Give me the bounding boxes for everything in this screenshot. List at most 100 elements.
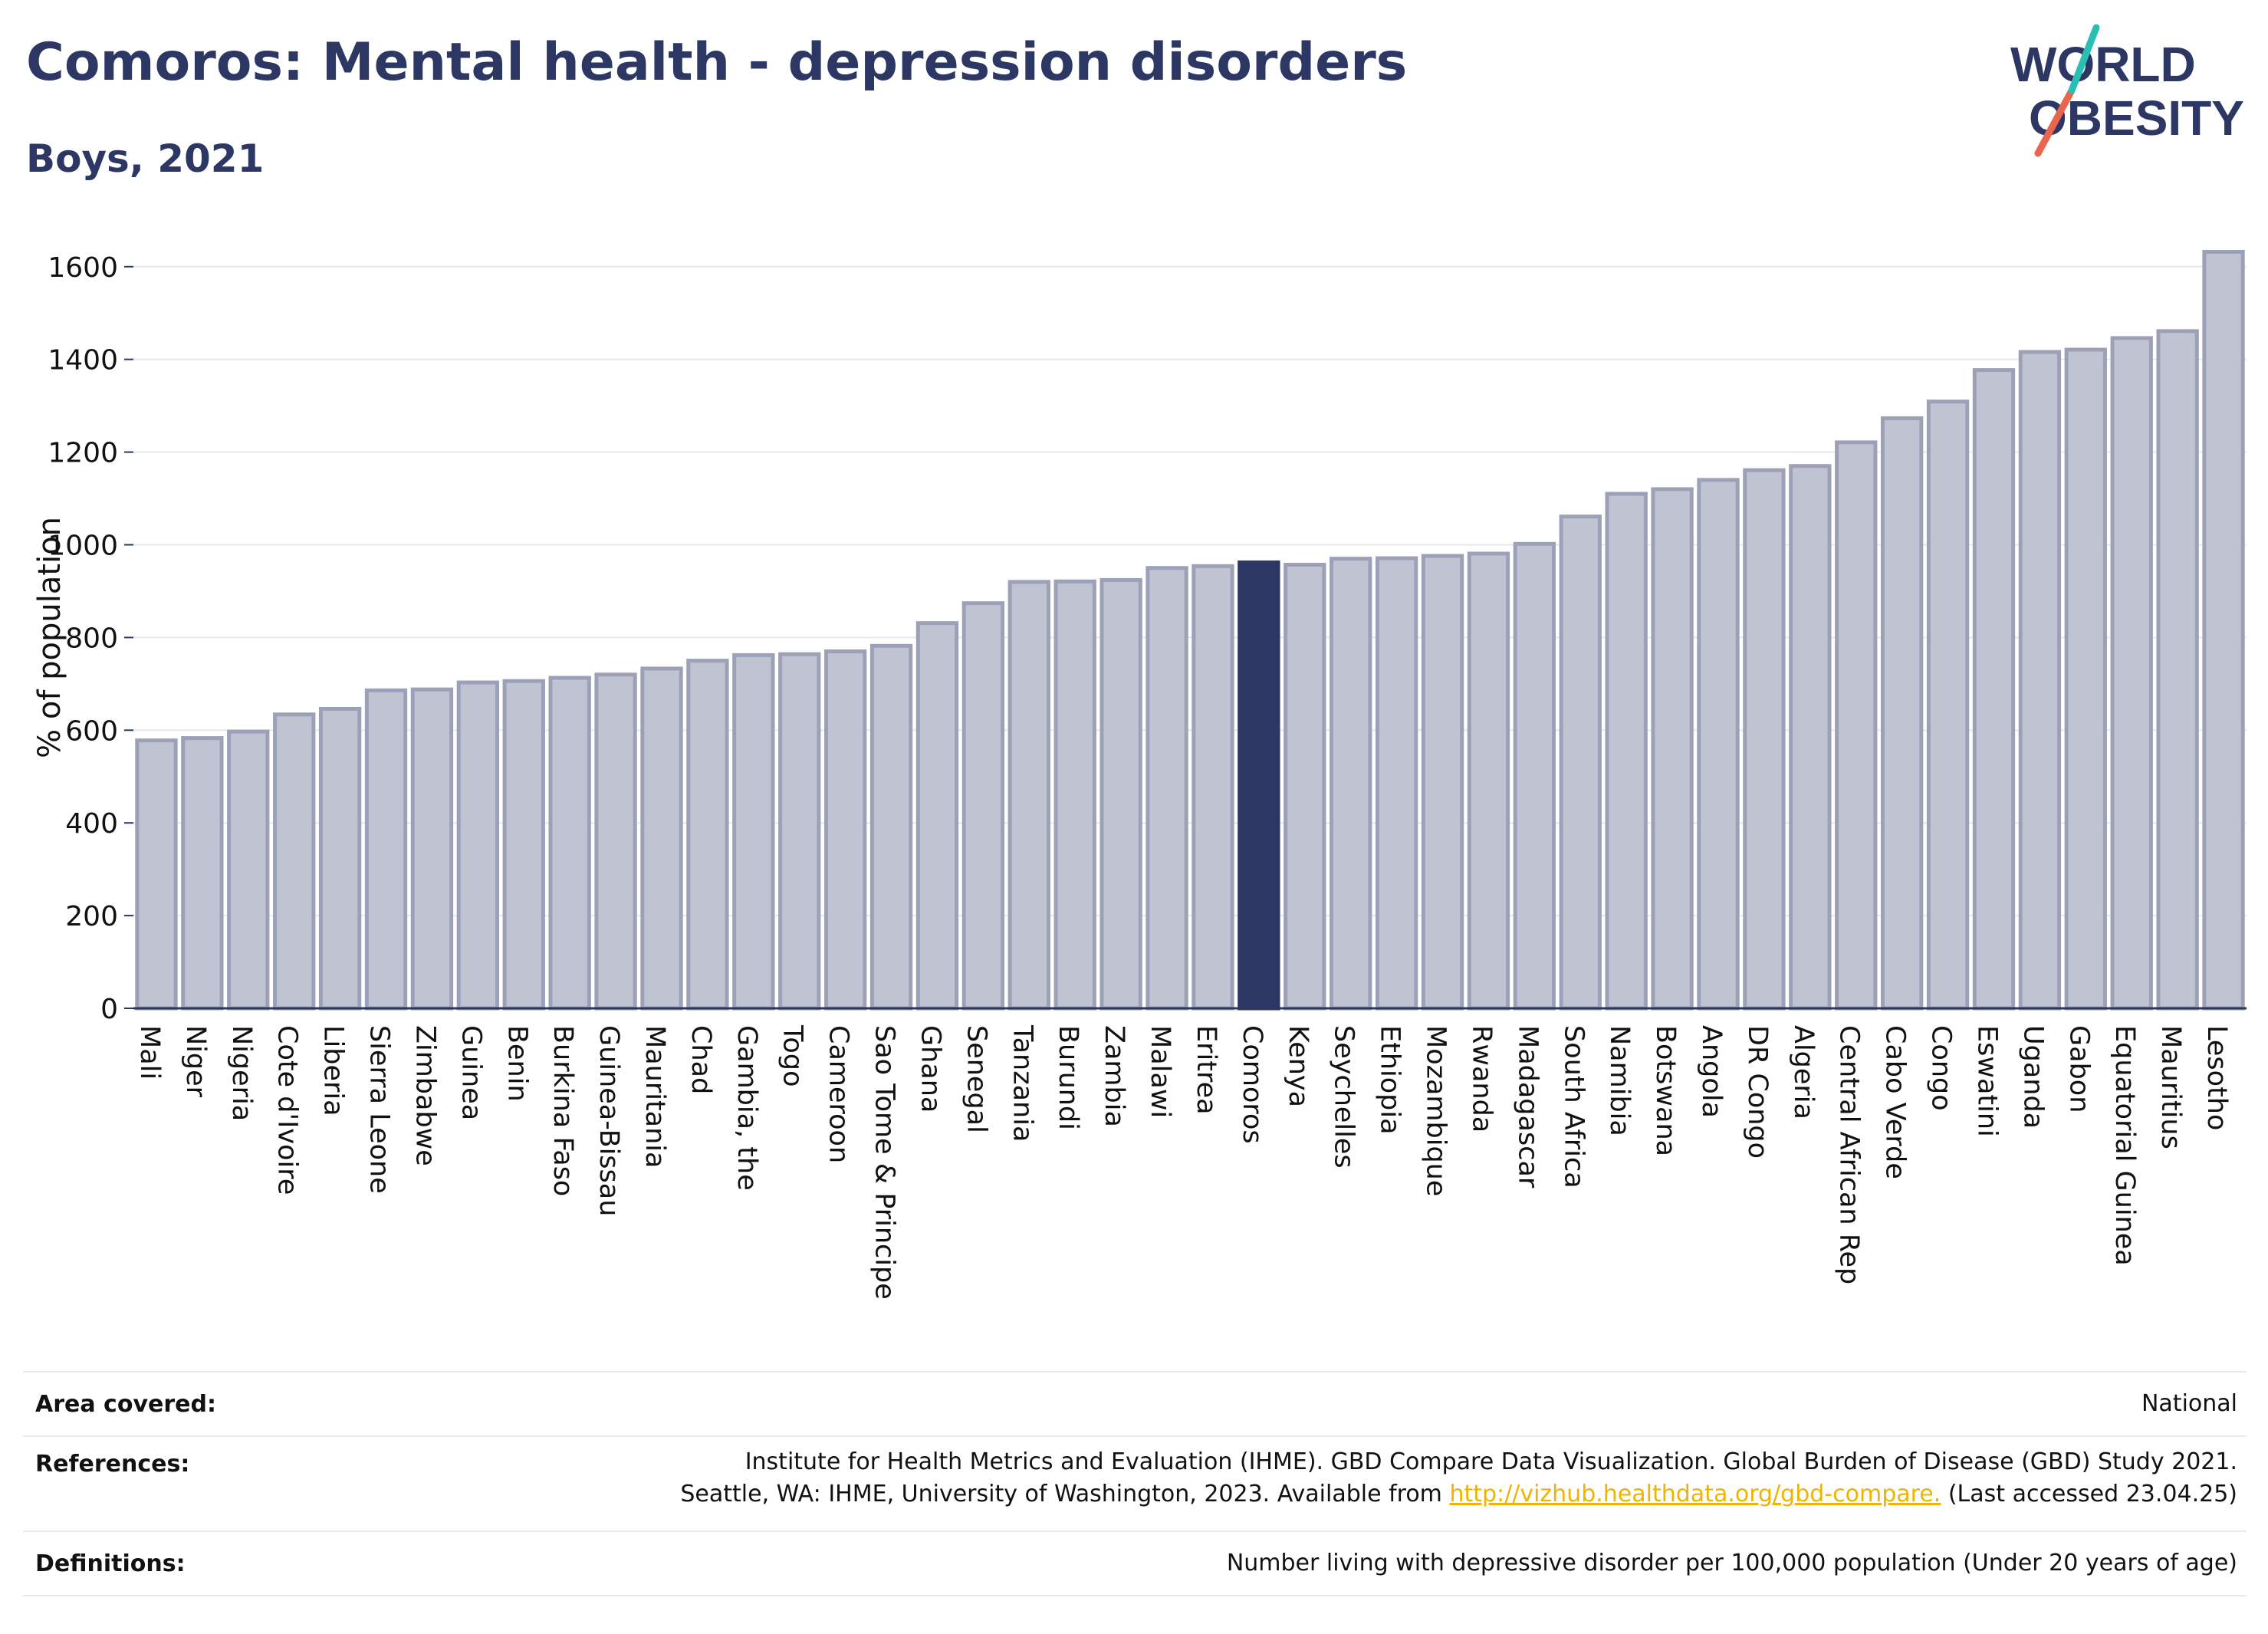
bar-seychelles — [1330, 557, 1372, 1011]
area-value: National — [2141, 1390, 2237, 1417]
x-tick-label: Tanzania — [1007, 1024, 1037, 1142]
x-tick-label: Mauritius — [2155, 1025, 2186, 1149]
bar-south-africa — [1559, 515, 1602, 1011]
x-tick-label: Ethiopia — [1375, 1025, 1405, 1135]
x-tick-label: Congo — [1926, 1025, 1957, 1111]
bar-gambia-the — [732, 653, 775, 1011]
x-tick-label: Eritrea — [1191, 1025, 1221, 1115]
bar-burkina-faso — [548, 676, 591, 1011]
x-tick-label: Malawi — [1145, 1025, 1175, 1118]
x-tick-label: Gabon — [2063, 1025, 2094, 1113]
logo-slash-teal — [2068, 24, 2100, 94]
x-tick-label: Cote d'Ivoire — [272, 1025, 303, 1195]
x-tick-label: Equatorial Guinea — [2109, 1025, 2140, 1266]
x-tick-label: Benin — [501, 1025, 532, 1102]
bar-ghana — [915, 621, 959, 1011]
bar-equatorial-guinea — [2110, 336, 2153, 1011]
footer-row-definitions: Definitions: Number living with depressi… — [23, 1530, 2247, 1596]
bar-uganda — [2018, 350, 2062, 1011]
world-obesity-logo: WORLD OBESITY — [2010, 24, 2244, 157]
references-value: Institute for Health Metrics and Evaluat… — [680, 1446, 2237, 1511]
bar-madagascar — [1513, 541, 1556, 1011]
bar-comoros — [1238, 560, 1280, 1011]
x-tick-label: Mali — [134, 1025, 165, 1080]
bar-chart: 0 200 400 600 800 1000 1200 1400 1600 Mali Niger N… — [32, 249, 2247, 1300]
x-tick-label: Guinea-Bissau — [593, 1025, 624, 1216]
y-tick-label: 200 — [65, 901, 118, 932]
x-tick-label: Lesotho — [2201, 1025, 2232, 1130]
references-line2: Seattle, WA: IHME, University of Washing… — [680, 1478, 2237, 1511]
footer-table: Area covered: National References: Insti… — [23, 1371, 2247, 1596]
bar-central-african-rep — [1835, 440, 1878, 1011]
bar-rwanda — [1467, 551, 1510, 1011]
bar-burundi — [1053, 579, 1096, 1011]
x-tick-label: Mauritania — [639, 1025, 670, 1168]
y-tick-label: 800 — [65, 623, 118, 654]
x-tick-label: Eswatini — [1971, 1025, 2002, 1137]
bar-congo — [1926, 399, 1970, 1011]
definitions-value: Number living with depressive disorder p… — [1226, 1550, 2237, 1576]
y-tick-label: 1200 — [48, 438, 118, 469]
bar-gabon — [2064, 347, 2107, 1011]
x-tick-label: Kenya — [1283, 1025, 1313, 1107]
bar-nigeria — [227, 729, 270, 1011]
x-tick-label: Uganda — [2017, 1025, 2048, 1129]
bar-senegal — [961, 601, 1005, 1011]
bar-zimbabwe — [410, 687, 454, 1011]
x-tick-label: Burkina Faso — [547, 1025, 578, 1196]
page-subtitle: Boys, 2021 — [26, 136, 265, 181]
bar-algeria — [1789, 464, 1832, 1011]
x-tick-label: Seychelles — [1329, 1025, 1359, 1169]
x-tick-label: Zimbabwe — [409, 1025, 440, 1166]
x-tick-label: Zambia — [1099, 1025, 1129, 1127]
y-tick-label: 1000 — [48, 531, 118, 562]
bar-niger — [181, 736, 224, 1011]
bar-sierra-leone — [364, 688, 408, 1011]
bar-angola — [1697, 478, 1740, 1011]
x-tick-label: Nigeria — [226, 1025, 257, 1121]
y-tick-label: 400 — [65, 808, 118, 840]
definitions-label: Definitions: — [35, 1550, 186, 1577]
x-tick-label: Sierra Leone — [364, 1025, 395, 1194]
x-tick-label: Burundi — [1053, 1025, 1083, 1130]
footer-row-area: Area covered: National — [23, 1371, 2247, 1435]
x-tick-label: Botswana — [1650, 1025, 1681, 1156]
x-tick-label: Chad — [685, 1025, 716, 1094]
bars — [135, 249, 2245, 1011]
bar-botswana — [1651, 487, 1694, 1011]
x-tick-label: Guinea — [455, 1025, 486, 1120]
logo-line1: WORLD — [2010, 37, 2196, 92]
x-tick-label: DR Congo — [1742, 1025, 1773, 1159]
x-tick-label: Senegal — [961, 1025, 991, 1133]
bar-eswatini — [1972, 368, 2016, 1011]
x-tick-label: Namibia — [1604, 1025, 1635, 1136]
bar-zambia — [1099, 577, 1142, 1011]
bar-chad — [686, 659, 729, 1011]
references-label: References: — [35, 1451, 190, 1478]
references-line1: Institute for Health Metrics and Evaluat… — [744, 1448, 2237, 1475]
x-tick-label: Gambia, the — [731, 1025, 762, 1191]
bar-mauritania — [640, 666, 683, 1011]
x-tick-label: Comoros — [1237, 1025, 1267, 1144]
x-tick-label: South Africa — [1558, 1025, 1589, 1189]
x-tick-label: Liberia — [318, 1025, 349, 1116]
x-tick-label: Ghana — [915, 1025, 945, 1113]
y-tick-label: 0 — [100, 994, 118, 1025]
x-tick-label: Niger — [180, 1025, 211, 1098]
bar-lesotho — [2202, 249, 2245, 1011]
y-tick-label: 1400 — [48, 345, 118, 376]
bar-benin — [502, 679, 545, 1011]
bar-ethiopia — [1375, 556, 1418, 1011]
bar-mauritius — [2156, 329, 2199, 1011]
footer-row-references: References: Institute for Health Metrics… — [23, 1435, 2247, 1530]
area-label: Area covered: — [35, 1390, 216, 1418]
x-tick-label: Cameroon — [823, 1025, 854, 1163]
x-tick-label: Algeria — [1788, 1025, 1819, 1119]
bar-mali — [135, 738, 178, 1011]
bar-cameroon — [823, 649, 867, 1011]
x-tick-label: Central African Rep — [1834, 1025, 1865, 1284]
x-tick-label: Sao Tome & Principe — [869, 1025, 900, 1300]
y-axis-label: % of population — [32, 517, 67, 758]
x-tick-label: Mozambique — [1421, 1025, 1451, 1196]
references-link[interactable]: http://vizhub.healthdata.org/gbd-compare… — [1449, 1481, 1941, 1507]
